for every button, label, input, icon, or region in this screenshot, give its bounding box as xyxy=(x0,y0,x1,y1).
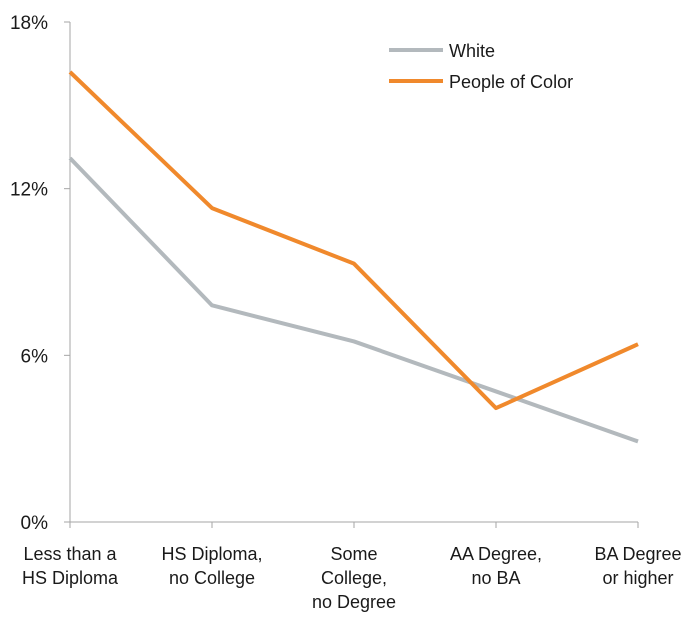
x-category-label: BA Degree or higher xyxy=(594,544,681,588)
x-category-label: HS Diploma, no College xyxy=(161,544,262,588)
y-tick-label: 6% xyxy=(21,346,49,367)
legend: White People of Color xyxy=(389,41,573,92)
series-line-people-of-color xyxy=(68,70,639,411)
x-axis: Less than a HS Diploma HS Diploma, no Colle… xyxy=(22,521,682,612)
x-category-label: Some College, no Degree xyxy=(312,544,396,612)
x-category-label: AA Degree, no BA xyxy=(450,544,542,588)
legend-label: White xyxy=(449,41,495,61)
legend-label: People of Color xyxy=(449,72,573,92)
series-lines xyxy=(68,70,639,444)
y-axis: 0% 6% 12% 18% xyxy=(10,13,71,534)
y-tick-label: 18% xyxy=(10,13,48,34)
y-tick-label: 12% xyxy=(10,180,48,201)
series-line-white xyxy=(68,156,639,444)
x-category-label: Less than a HS Diploma xyxy=(22,544,119,588)
y-tick-label: 0% xyxy=(21,513,49,534)
